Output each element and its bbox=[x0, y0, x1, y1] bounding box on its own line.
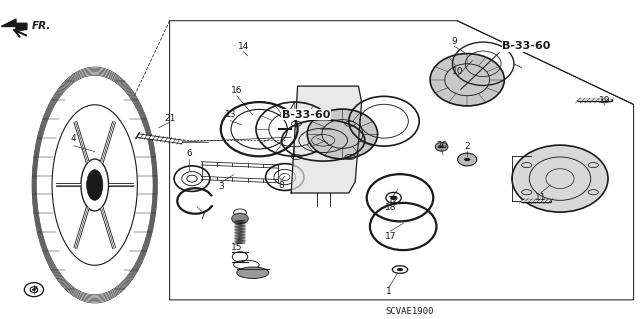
Text: 16: 16 bbox=[231, 86, 243, 95]
Ellipse shape bbox=[512, 145, 608, 212]
Text: 17: 17 bbox=[385, 232, 396, 241]
Ellipse shape bbox=[237, 267, 269, 278]
Text: 2: 2 bbox=[465, 142, 470, 151]
Text: 5: 5 bbox=[33, 286, 38, 295]
Text: 15: 15 bbox=[231, 243, 243, 252]
Ellipse shape bbox=[430, 54, 504, 106]
Ellipse shape bbox=[458, 153, 477, 166]
Text: 1: 1 bbox=[387, 287, 392, 296]
Text: 14: 14 bbox=[237, 42, 249, 51]
Ellipse shape bbox=[232, 213, 248, 224]
Text: 10: 10 bbox=[452, 67, 463, 76]
Text: 13: 13 bbox=[225, 110, 236, 119]
Ellipse shape bbox=[390, 196, 397, 200]
Text: 4: 4 bbox=[71, 134, 76, 143]
Text: B-33-60: B-33-60 bbox=[502, 41, 551, 51]
Ellipse shape bbox=[307, 109, 378, 159]
Text: 20: 20 bbox=[436, 141, 447, 150]
Circle shape bbox=[439, 145, 444, 148]
Text: FR.: FR. bbox=[32, 21, 51, 32]
Ellipse shape bbox=[435, 142, 448, 151]
Text: 12: 12 bbox=[388, 197, 399, 205]
Text: 8: 8 bbox=[279, 181, 284, 189]
Circle shape bbox=[397, 268, 403, 271]
Circle shape bbox=[464, 158, 470, 161]
Polygon shape bbox=[1, 19, 27, 30]
Text: 3: 3 bbox=[218, 182, 223, 191]
Polygon shape bbox=[291, 86, 362, 193]
Text: 6: 6 bbox=[186, 149, 191, 158]
Text: 11: 11 bbox=[535, 193, 547, 202]
Text: 9: 9 bbox=[452, 37, 457, 46]
Text: SCVAE1900: SCVAE1900 bbox=[385, 307, 434, 315]
Text: B-33-60: B-33-60 bbox=[282, 110, 330, 120]
Ellipse shape bbox=[86, 170, 103, 200]
Text: 7: 7 bbox=[199, 212, 204, 221]
Text: 19: 19 bbox=[599, 96, 611, 105]
Ellipse shape bbox=[32, 288, 36, 291]
Text: 18: 18 bbox=[385, 203, 396, 212]
Text: 21: 21 bbox=[164, 114, 175, 122]
